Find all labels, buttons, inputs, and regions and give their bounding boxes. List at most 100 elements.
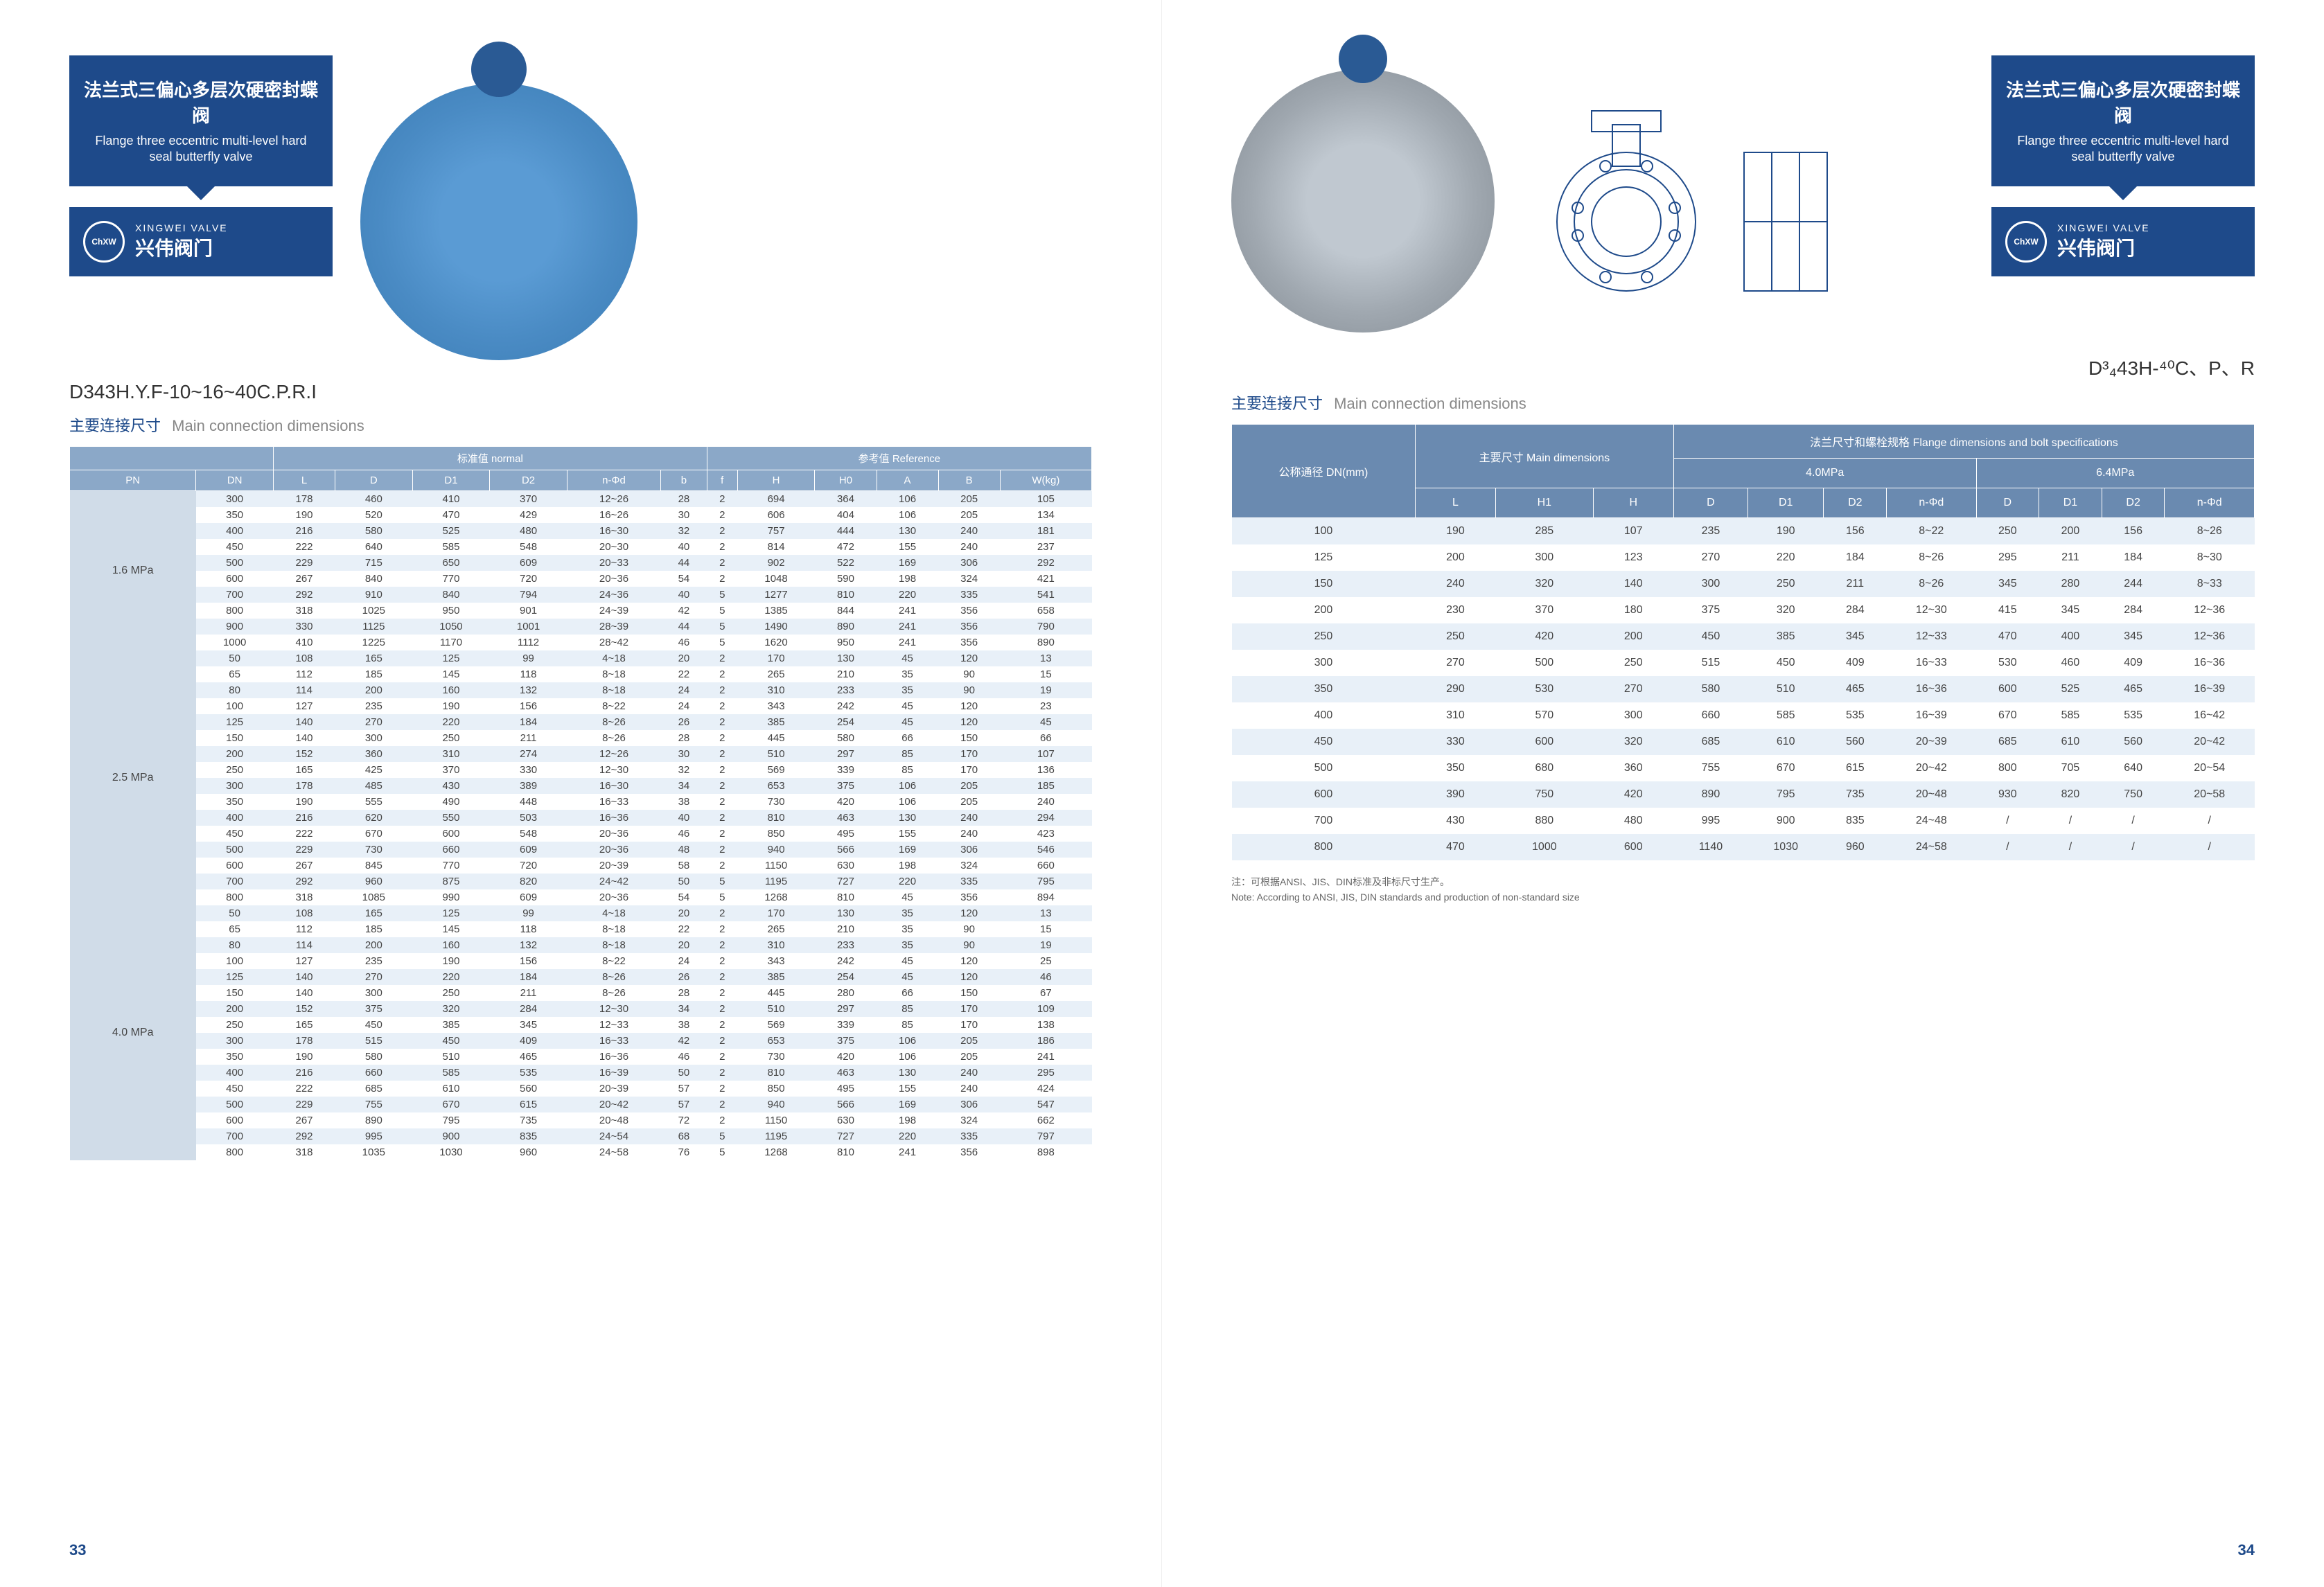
cell: 13: [1000, 905, 1091, 921]
table-row: 50022971565060920~33442902522169306292: [70, 555, 1092, 571]
cell: 810: [815, 1144, 877, 1160]
cell: 560: [1824, 729, 1887, 755]
cell: 2: [707, 746, 737, 762]
cell: 566: [815, 1097, 877, 1112]
cell: 297: [815, 746, 877, 762]
cell: 300: [196, 491, 274, 508]
cell: 680: [1496, 755, 1593, 781]
cell: 16~30: [567, 778, 660, 794]
cell: 240: [938, 810, 1000, 826]
table-row: 1501403002502118~262824452806615067: [70, 985, 1092, 1001]
cell: 250: [1976, 518, 2039, 545]
cell: 429: [490, 507, 567, 523]
cell: 324: [938, 1112, 1000, 1128]
cell: 42: [661, 1033, 707, 1049]
cell: 694: [737, 491, 815, 508]
cell: 1001: [490, 619, 567, 635]
dimensions-table-1: 标准值 normal参考值 Reference PNDNLDD1D2n-Φdbf…: [69, 446, 1092, 1160]
cell: 515: [335, 1033, 413, 1049]
cell: 450: [1232, 729, 1416, 755]
col-header: D1: [412, 470, 490, 491]
cell: 480: [1593, 808, 1673, 834]
cell: 5: [707, 1128, 737, 1144]
table-row: 651121851451188~18222265210359015: [70, 666, 1092, 682]
cell: /: [1976, 808, 2039, 834]
header-normal: 标准值 normal: [273, 447, 707, 470]
cell: 795: [1748, 781, 1824, 808]
cell: 16~33: [1887, 650, 1976, 676]
cell: 356: [938, 619, 1000, 635]
cell: 306: [938, 1097, 1000, 1112]
cell: 420: [1593, 781, 1673, 808]
cell: 580: [1673, 676, 1748, 702]
cell: 216: [273, 1065, 335, 1081]
cell: 350: [196, 507, 274, 523]
cell: 5: [707, 619, 737, 635]
cell: 450: [1748, 650, 1824, 676]
cell: 318: [273, 1144, 335, 1160]
cell: 600: [1232, 781, 1416, 808]
right-header: 法兰式三偏心多层次硬密封蝶阀 Flange three eccentric mu…: [1991, 55, 2255, 276]
cell: 324: [938, 858, 1000, 874]
cell: 270: [1415, 650, 1495, 676]
cell: 16~33: [567, 794, 660, 810]
cell: 409: [1824, 650, 1887, 676]
cell: 5: [707, 603, 737, 619]
cell: 1490: [737, 619, 815, 635]
cell: 100: [196, 698, 274, 714]
cell: 200: [196, 1001, 274, 1017]
cell: 375: [1673, 597, 1748, 623]
cell: 125: [412, 905, 490, 921]
cell: 90: [938, 937, 1000, 953]
cell: 480: [490, 523, 567, 539]
cell: 16~39: [1887, 702, 1976, 729]
cell: 470: [1415, 834, 1495, 860]
cell: 2: [707, 698, 737, 714]
cell: 28: [661, 491, 707, 508]
col-header: D: [1673, 488, 1748, 518]
cell: 335: [938, 587, 1000, 603]
col-header: H: [737, 470, 815, 491]
cell: 46: [661, 1049, 707, 1065]
cell: 210: [815, 666, 877, 682]
col-header: D2: [1824, 488, 1887, 518]
table-row: 70029291084079424~364051277810220335541: [70, 587, 1092, 603]
cell: 345: [1824, 623, 1887, 650]
cell: 45: [1000, 714, 1091, 730]
cell: 535: [490, 1065, 567, 1081]
cell: 630: [815, 858, 877, 874]
col-header: L: [1415, 488, 1495, 518]
cell: 16~36: [1887, 676, 1976, 702]
table-row: 1251402702201848~262623852544512045: [70, 714, 1092, 730]
cell: 2: [707, 555, 737, 571]
cell: 145: [412, 666, 490, 682]
col-header: L: [273, 470, 335, 491]
table-row: 800318102595090124~394251385844241356658: [70, 603, 1092, 619]
cell: 12~26: [567, 746, 660, 762]
cell: 320: [1748, 597, 1824, 623]
table-row: 45022267060054820~36462850495155240423: [70, 826, 1092, 842]
cell: 12~36: [2165, 597, 2255, 623]
cell: 24: [661, 682, 707, 698]
cell: 500: [196, 842, 274, 858]
cell: 360: [335, 746, 413, 762]
page-number-right: 34: [2238, 1541, 2255, 1559]
table-row: 1501403002502118~262824455806615066: [70, 730, 1092, 746]
cell: 1140: [1673, 834, 1748, 860]
cell: 35: [877, 905, 938, 921]
cell: 16~36: [2165, 650, 2255, 676]
cell: 590: [815, 571, 877, 587]
logo-icon: ChXW: [83, 221, 125, 263]
cell: 265: [737, 666, 815, 682]
cell: 463: [815, 1065, 877, 1081]
cell: 1385: [737, 603, 815, 619]
cell: 600: [1496, 729, 1593, 755]
cell: 535: [2102, 702, 2165, 729]
cell: 525: [2039, 676, 2102, 702]
cell: 140: [1593, 571, 1673, 597]
cell: 300: [1673, 571, 1748, 597]
cell: 409: [490, 1033, 567, 1049]
cell: 16~36: [567, 1049, 660, 1065]
cell: 548: [490, 539, 567, 555]
table-row: 90033011251050100128~3944514908902413567…: [70, 619, 1092, 635]
